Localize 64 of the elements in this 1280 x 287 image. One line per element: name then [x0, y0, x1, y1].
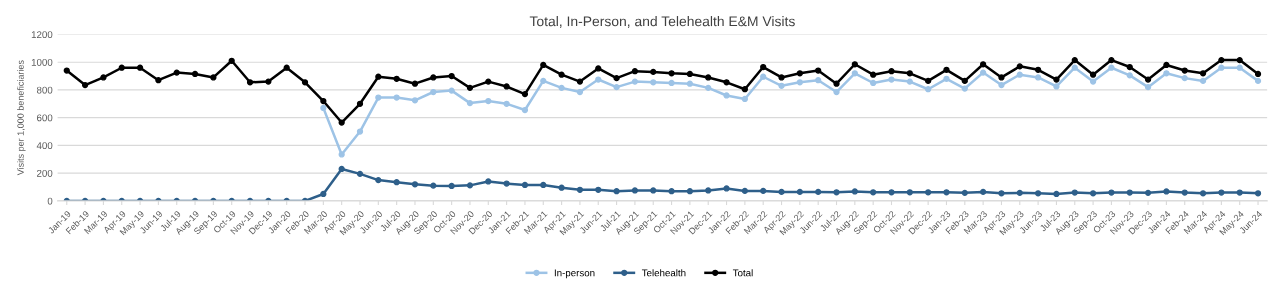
point: [1181, 75, 1188, 82]
y-tick-label: 800: [36, 86, 53, 94]
point: [760, 73, 767, 80]
legend-label: Total: [732, 269, 753, 277]
point: [448, 87, 455, 94]
chart-title: Total, In-Person, and Telehealth E&M Visits: [529, 16, 795, 28]
point: [521, 106, 529, 114]
y-axis-title: Visits per 1,000 beneficiaries: [17, 60, 26, 176]
point: [375, 94, 382, 101]
point: [595, 76, 602, 83]
point: [943, 75, 950, 82]
point: [888, 76, 895, 83]
point: [613, 84, 620, 91]
point: [1016, 71, 1023, 78]
point: [723, 92, 730, 99]
point: [466, 99, 474, 107]
y-tick-label: 1200: [31, 31, 53, 39]
legend-label: In-person: [554, 269, 595, 279]
point: [558, 84, 565, 91]
point: [686, 80, 694, 87]
point: [1218, 64, 1225, 71]
point: [705, 84, 712, 91]
y-tick-label: 1000: [31, 58, 53, 66]
y-tick-label: 400: [36, 142, 53, 150]
point: [1089, 78, 1097, 85]
point: [980, 69, 987, 76]
point: [1144, 84, 1152, 91]
y-tick-label: 200: [37, 169, 53, 177]
point: [1126, 72, 1133, 79]
point: [1199, 77, 1207, 85]
point: [851, 70, 858, 77]
point: [540, 77, 547, 85]
point: [430, 88, 437, 96]
point: [1071, 64, 1078, 71]
point: [485, 97, 492, 105]
y-tick-label: 600: [37, 114, 53, 122]
point: [833, 88, 840, 96]
point: [815, 77, 822, 84]
point: [1236, 64, 1243, 71]
point: [906, 78, 913, 85]
legend-label: Telehealth: [641, 269, 686, 277]
point: [796, 79, 803, 86]
point: [778, 82, 785, 89]
point: [961, 85, 968, 92]
point: [356, 128, 364, 135]
point: [870, 79, 877, 87]
point: [741, 95, 748, 103]
point: [411, 97, 419, 104]
point: [925, 86, 932, 93]
point: [650, 79, 657, 86]
point: [631, 78, 639, 85]
point: [1053, 83, 1060, 90]
point: [1034, 74, 1042, 81]
point: [576, 88, 584, 96]
y-tick-label: 0: [47, 197, 53, 205]
point: [998, 81, 1005, 89]
point: [1163, 70, 1170, 77]
point: [320, 104, 327, 112]
point: [1108, 64, 1115, 71]
point: [1254, 77, 1262, 85]
point: [338, 151, 345, 158]
point: [393, 94, 400, 101]
point: [668, 79, 675, 87]
point: [503, 100, 510, 107]
